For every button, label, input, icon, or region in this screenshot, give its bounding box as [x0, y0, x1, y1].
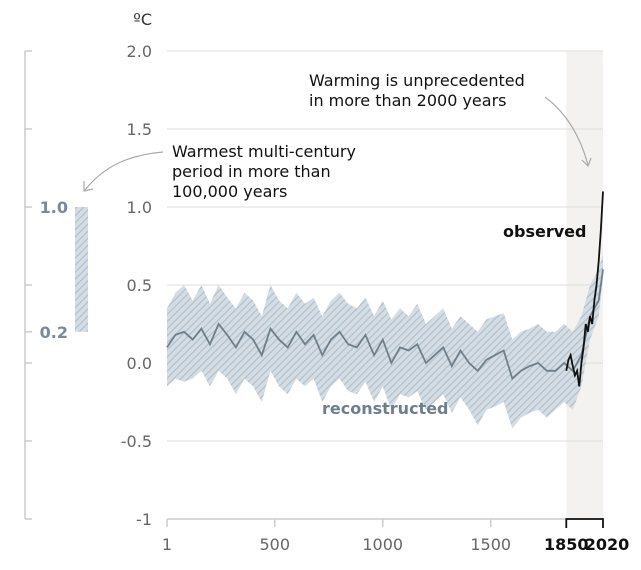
x-tick-label: 1000 [362, 535, 403, 554]
x-tick-label-bold: 2020 [585, 535, 630, 554]
reconstructed-series-label: reconstructed [322, 399, 449, 418]
observed-series-line [565, 191, 604, 387]
x-tick-label: 1 [162, 535, 172, 554]
annotation-arrow-warmest [84, 151, 164, 191]
reconstructed-series-line [166, 269, 604, 381]
y-tick-label: 0.5 [127, 276, 152, 295]
y-axis-ticks: 2.0 1.5 1.0 0.5 0.0 -0.5 -1 [121, 42, 152, 529]
y-tick-label: 2.0 [127, 42, 152, 61]
annotation-arrow-unprecedented [544, 96, 589, 166]
annotation-arrow-head-warmest [83, 181, 94, 192]
annotation-text-line: 100,000 years [172, 182, 287, 201]
x-tick-label: 500 [259, 535, 290, 554]
reconstructed-uncertainty-band [167, 253, 603, 429]
left-panel-range-bar [75, 207, 88, 332]
y-tick-label: 1.0 [127, 198, 152, 217]
annotation-text-line: period in more than [172, 162, 331, 181]
left-panel-axis [24, 50, 32, 520]
annotation-text-line: Warmest multi-century [172, 142, 356, 161]
left-panel-label-low: 0.2 [40, 323, 68, 342]
x-tick-label: 1500 [470, 535, 511, 554]
modern-period-bracket [565, 518, 604, 528]
left-panel-label-high: 1.0 [40, 198, 68, 217]
y-tick-label: 0.0 [127, 354, 152, 373]
y-axis-unit-label: ºC [133, 10, 152, 29]
y-tick-label: 1.5 [127, 120, 152, 139]
observed-series-label: observed [503, 222, 586, 241]
x-tick-label-bold: 1850 [544, 535, 589, 554]
y-tick-label: -1 [136, 510, 152, 529]
annotation-text-line: in more than 2000 years [309, 91, 506, 110]
annotation-arrow-head-unprecedented [581, 157, 592, 168]
annotation-text-line: Warming is unprecedented [309, 71, 525, 90]
y-tick-label: -0.5 [121, 432, 152, 451]
gridlines [167, 50, 603, 442]
